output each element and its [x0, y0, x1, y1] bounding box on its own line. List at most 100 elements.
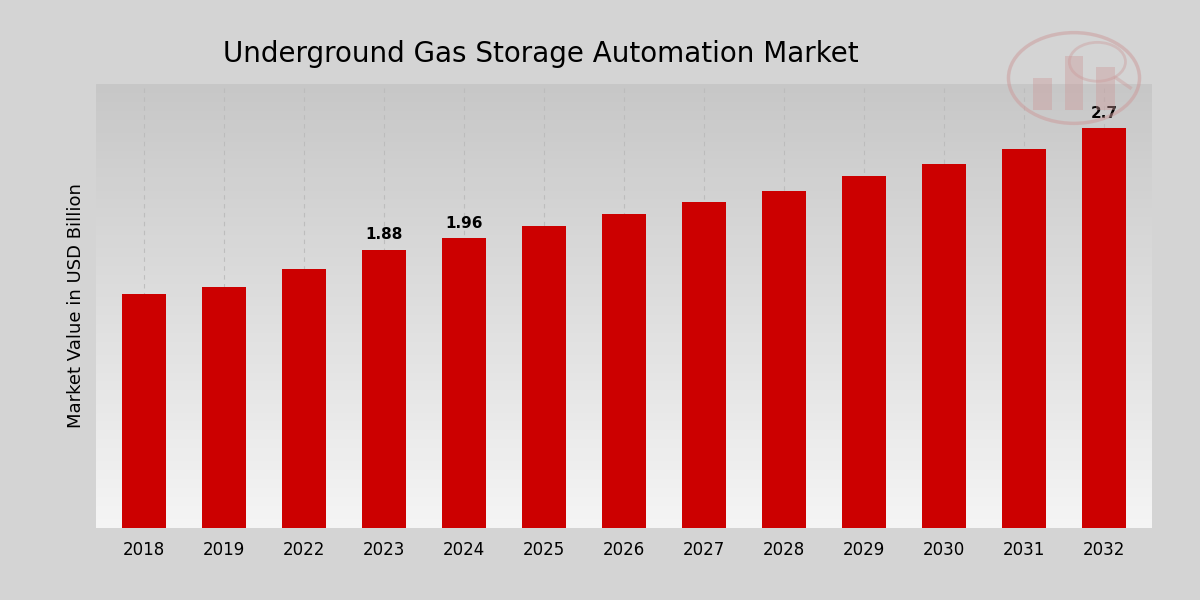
Bar: [96, 199, 1152, 204]
Bar: [96, 230, 1152, 235]
Bar: [96, 466, 1152, 470]
Bar: [96, 142, 1152, 146]
Bar: [96, 364, 1152, 368]
Bar: [96, 502, 1152, 506]
Text: 1.88: 1.88: [365, 227, 403, 242]
Bar: [96, 324, 1152, 328]
Text: Underground Gas Storage Automation Market: Underground Gas Storage Automation Marke…: [223, 40, 858, 68]
Bar: [202, 287, 246, 528]
Bar: [96, 275, 1152, 280]
Bar: [1082, 128, 1126, 528]
Bar: [96, 284, 1152, 288]
Bar: [96, 373, 1152, 377]
Bar: [362, 250, 406, 528]
Bar: [96, 155, 1152, 160]
Bar: [1096, 67, 1115, 110]
Bar: [96, 280, 1152, 284]
Bar: [96, 151, 1152, 155]
Bar: [96, 84, 1152, 88]
Bar: [522, 226, 566, 528]
Bar: [96, 146, 1152, 151]
Bar: [96, 271, 1152, 275]
Bar: [96, 133, 1152, 137]
Bar: [282, 269, 326, 528]
Text: 2.7: 2.7: [1091, 106, 1117, 121]
Bar: [96, 461, 1152, 466]
Text: 1.96: 1.96: [445, 215, 482, 230]
Bar: [96, 97, 1152, 102]
Bar: [96, 235, 1152, 239]
Bar: [96, 479, 1152, 484]
Bar: [96, 244, 1152, 248]
Bar: [96, 293, 1152, 297]
Bar: [96, 217, 1152, 221]
Bar: [96, 386, 1152, 391]
Bar: [842, 176, 886, 528]
Bar: [96, 302, 1152, 306]
Bar: [96, 435, 1152, 439]
Bar: [96, 413, 1152, 417]
Bar: [96, 408, 1152, 413]
Bar: [96, 262, 1152, 266]
Bar: [682, 202, 726, 528]
Bar: [96, 266, 1152, 271]
Bar: [96, 328, 1152, 332]
Bar: [96, 524, 1152, 528]
Bar: [96, 124, 1152, 128]
Bar: [122, 294, 166, 528]
Bar: [96, 191, 1152, 195]
Bar: [96, 475, 1152, 479]
Bar: [602, 214, 646, 528]
Bar: [1064, 56, 1084, 110]
Bar: [96, 515, 1152, 519]
Bar: [96, 195, 1152, 199]
Bar: [96, 332, 1152, 337]
Bar: [96, 457, 1152, 461]
Bar: [96, 226, 1152, 230]
Bar: [96, 119, 1152, 124]
Bar: [96, 315, 1152, 319]
Bar: [96, 497, 1152, 502]
Bar: [96, 106, 1152, 110]
Bar: [96, 355, 1152, 359]
Bar: [96, 448, 1152, 452]
Bar: [762, 191, 806, 528]
Bar: [96, 110, 1152, 115]
Bar: [96, 430, 1152, 435]
Bar: [96, 484, 1152, 488]
Bar: [96, 182, 1152, 186]
Bar: [96, 248, 1152, 253]
Bar: [96, 510, 1152, 515]
Y-axis label: Market Value in USD Billion: Market Value in USD Billion: [67, 184, 85, 428]
Bar: [442, 238, 486, 528]
Bar: [96, 310, 1152, 315]
Bar: [96, 88, 1152, 93]
Bar: [96, 368, 1152, 373]
Bar: [96, 443, 1152, 448]
Bar: [96, 350, 1152, 355]
Bar: [96, 137, 1152, 142]
Bar: [96, 204, 1152, 208]
Bar: [96, 470, 1152, 475]
Bar: [96, 213, 1152, 217]
Bar: [96, 208, 1152, 213]
Bar: [96, 221, 1152, 226]
Bar: [96, 102, 1152, 106]
Bar: [96, 297, 1152, 302]
Bar: [96, 493, 1152, 497]
Bar: [96, 452, 1152, 457]
Bar: [96, 239, 1152, 244]
Bar: [96, 439, 1152, 443]
Bar: [96, 169, 1152, 173]
Bar: [96, 404, 1152, 408]
Bar: [96, 160, 1152, 164]
Bar: [96, 253, 1152, 257]
Bar: [96, 506, 1152, 510]
Bar: [1033, 78, 1052, 110]
Bar: [96, 306, 1152, 310]
Bar: [96, 421, 1152, 426]
Bar: [96, 341, 1152, 346]
Bar: [96, 93, 1152, 97]
Bar: [96, 359, 1152, 364]
Bar: [96, 417, 1152, 421]
